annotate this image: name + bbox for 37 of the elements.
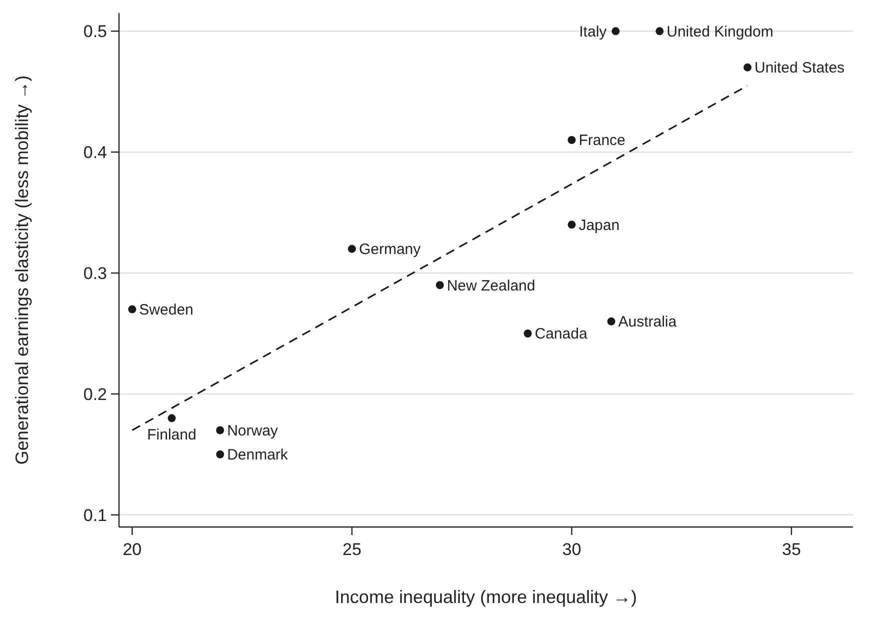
annotation: France bbox=[578, 132, 626, 150]
point bbox=[607, 317, 616, 326]
point bbox=[524, 329, 532, 338]
point bbox=[128, 305, 136, 314]
point bbox=[216, 426, 224, 434]
y-tick-label: 0.5 bbox=[83, 22, 107, 42]
annotation: Denmark bbox=[227, 446, 288, 464]
point bbox=[436, 281, 444, 290]
y-tick-label: 0.1 bbox=[83, 506, 107, 525]
point bbox=[568, 220, 576, 229]
x-tick-label: 30 bbox=[562, 540, 582, 559]
annotation: Norway bbox=[227, 422, 278, 440]
point bbox=[612, 27, 620, 36]
point bbox=[168, 414, 176, 422]
annotation: New Zealand bbox=[446, 277, 536, 294]
annotation: Canada bbox=[534, 326, 588, 343]
x-tick-label: 35 bbox=[782, 540, 801, 559]
y-axis-title: Generational earnings elasticity (less mobility →) bbox=[12, 75, 32, 465]
y-tick-label: 0.3 bbox=[83, 264, 107, 283]
annotation: Italy bbox=[579, 23, 608, 40]
point bbox=[656, 27, 664, 36]
point bbox=[568, 136, 576, 144]
x-tick-label: 20 bbox=[122, 540, 142, 559]
point bbox=[744, 63, 752, 72]
point bbox=[348, 244, 356, 253]
x-axis-title: Income inequality (more inequality →) bbox=[334, 587, 638, 607]
y-tick-label: 0.4 bbox=[83, 143, 107, 162]
y-tick-label: 0.2 bbox=[83, 384, 107, 404]
point bbox=[216, 450, 224, 458]
annotation: Sweden bbox=[139, 302, 194, 319]
x-tick-label: 25 bbox=[342, 540, 362, 559]
annotation: Japan bbox=[578, 216, 620, 234]
annotation: Finland bbox=[147, 426, 196, 444]
annotation: United Kingdom bbox=[666, 23, 774, 40]
annotation: United States bbox=[754, 60, 845, 77]
annotation: Germany bbox=[358, 241, 422, 258]
annotation: Australia bbox=[618, 314, 678, 331]
